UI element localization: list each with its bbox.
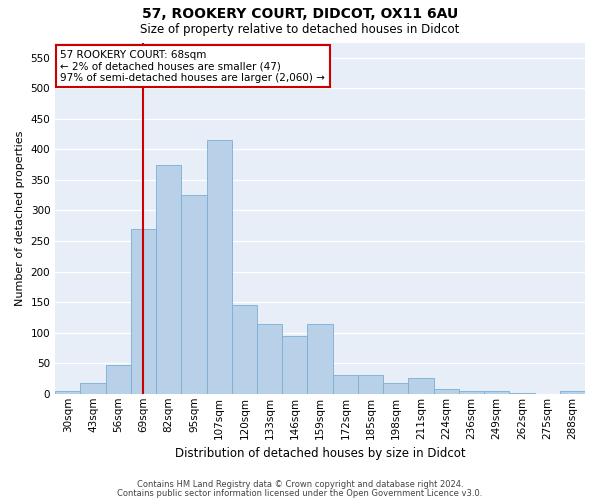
- Bar: [434, 389, 459, 394]
- Bar: [307, 324, 332, 394]
- Text: Size of property relative to detached houses in Didcot: Size of property relative to detached ho…: [140, 22, 460, 36]
- Bar: [358, 376, 383, 394]
- Text: Contains HM Land Registry data © Crown copyright and database right 2024.: Contains HM Land Registry data © Crown c…: [137, 480, 463, 489]
- Bar: [383, 383, 409, 394]
- Bar: [181, 195, 206, 394]
- Bar: [131, 229, 156, 394]
- Bar: [156, 164, 181, 394]
- Y-axis label: Number of detached properties: Number of detached properties: [15, 130, 25, 306]
- Text: 57 ROOKERY COURT: 68sqm
← 2% of detached houses are smaller (47)
97% of semi-det: 57 ROOKERY COURT: 68sqm ← 2% of detached…: [61, 50, 325, 82]
- Bar: [106, 365, 131, 394]
- Bar: [484, 392, 509, 394]
- Bar: [257, 324, 282, 394]
- Bar: [232, 305, 257, 394]
- Text: 57, ROOKERY COURT, DIDCOT, OX11 6AU: 57, ROOKERY COURT, DIDCOT, OX11 6AU: [142, 8, 458, 22]
- Bar: [282, 336, 307, 394]
- Text: Contains public sector information licensed under the Open Government Licence v3: Contains public sector information licen…: [118, 488, 482, 498]
- Bar: [332, 376, 358, 394]
- Bar: [560, 392, 585, 394]
- Bar: [206, 140, 232, 394]
- Bar: [409, 378, 434, 394]
- Bar: [55, 392, 80, 394]
- Bar: [80, 383, 106, 394]
- Bar: [509, 393, 535, 394]
- Bar: [459, 390, 484, 394]
- X-axis label: Distribution of detached houses by size in Didcot: Distribution of detached houses by size …: [175, 447, 466, 460]
